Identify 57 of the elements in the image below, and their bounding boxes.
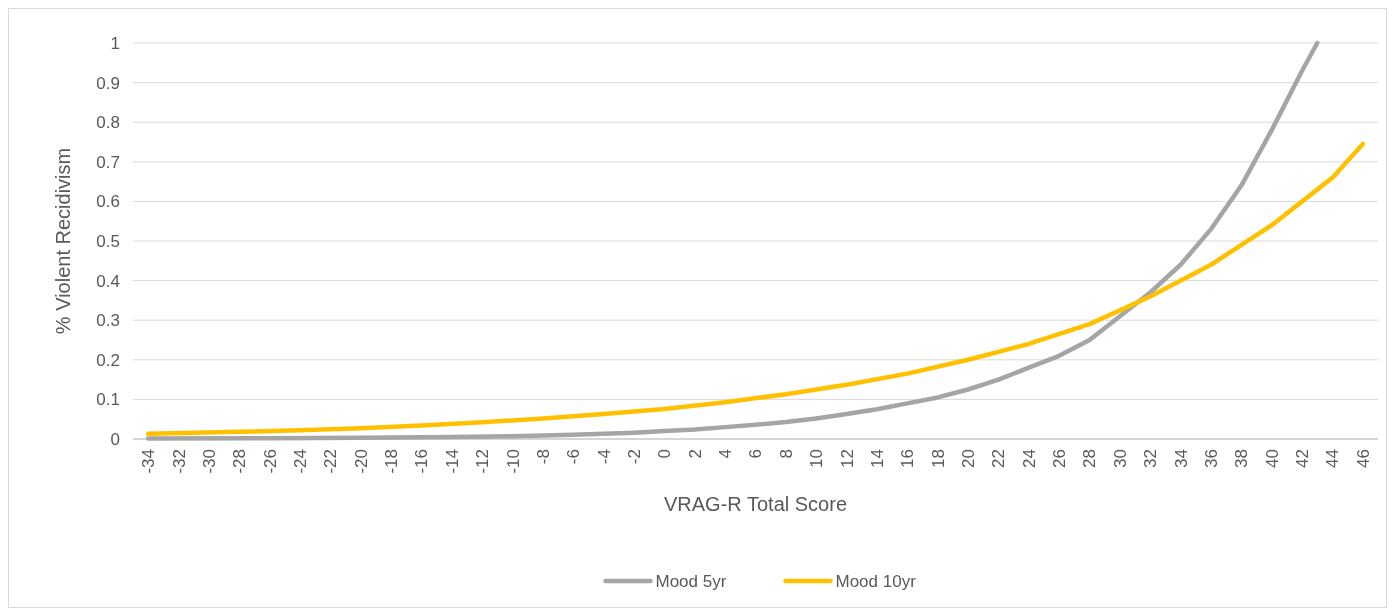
legend-label: Mood 10yr [835,571,917,591]
x-tick-label: 40 [1262,449,1282,468]
x-tick-label: -34 [139,449,159,474]
line-series [145,141,1366,437]
legend-label: Mood 5yr [655,571,727,591]
x-tick-label: -28 [230,449,250,474]
x-tick-label: 0 [655,449,675,459]
y-tick-label: 0.2 [96,350,120,370]
y-tick-label: 0.7 [96,152,120,172]
x-tick-label: 32 [1141,449,1161,468]
x-tick-label: -16 [412,449,432,474]
x-tick-label: -24 [290,449,310,474]
x-tick-label: 6 [746,449,766,459]
x-tick-label: -32 [169,449,189,474]
y-tick-label: 0.5 [96,231,120,251]
x-tick-label: 24 [1019,449,1039,468]
x-tick-label: -2 [624,449,644,465]
x-tick-label: 16 [898,449,918,468]
y-tick-label: 0.8 [96,113,120,133]
y-tick-label: 0.1 [96,390,120,410]
x-tick-label: 30 [1110,449,1130,468]
y-axis-title: % Violent Recidivism [52,147,74,335]
x-tick-label: -6 [564,449,584,465]
x-tick-label: -22 [321,449,341,474]
x-tick-label: 10 [807,449,827,468]
x-tick-label: -26 [260,449,280,474]
x-tick-label: -14 [442,449,462,474]
x-tick-label: 34 [1171,449,1191,468]
x-tick-label: 46 [1353,449,1373,468]
x-tick-label: -30 [199,449,219,474]
x-tick-label: 4 [716,449,736,459]
x-tick-label: 26 [1050,449,1070,468]
y-tick-label: 0.9 [96,73,120,93]
x-tick-label: -10 [503,449,523,474]
y-tick-label: 0.3 [96,311,120,331]
x-tick-label: 12 [837,449,857,468]
x-tick-label: -12 [473,449,493,474]
y-tick-label: 0.4 [96,271,120,291]
x-tick-label: 18 [928,449,948,468]
x-tick-label: 2 [685,449,705,459]
x-tick-label: 38 [1232,449,1252,468]
x-tick-label: 44 [1323,449,1343,468]
x-tick-label: -8 [533,449,553,465]
x-tick-label: 28 [1080,449,1100,468]
line-series [145,40,1320,441]
x-tick-label: -4 [594,449,614,465]
x-tick-label: 22 [989,449,1009,468]
x-tick-label: 36 [1201,449,1221,468]
x-tick-label: 42 [1293,449,1313,468]
x-tick-label: 20 [959,449,979,468]
x-axis-title: VRAG-R Total Score [663,493,848,515]
x-tick-label: -20 [351,449,371,474]
x-tick-label: 14 [867,449,887,468]
x-tick-label: 8 [776,449,796,459]
y-tick-label: 1 [110,33,120,53]
y-tick-label: 0.6 [96,192,120,212]
x-tick-label: -18 [382,449,402,474]
